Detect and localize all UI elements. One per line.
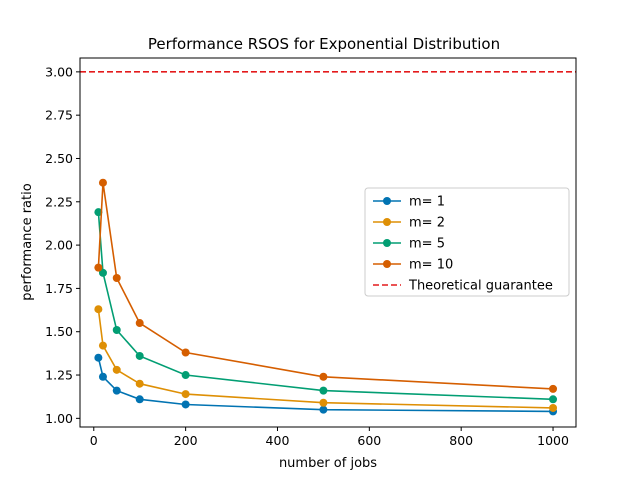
y-tick-label: 2.25 [45, 194, 73, 209]
legend-entry-label: m= 1 [409, 195, 445, 210]
y-tick-label: 3.00 [45, 64, 73, 79]
legend-marker [383, 197, 391, 205]
data-point [98, 341, 107, 350]
legend-entry-label: m= 10 [409, 258, 453, 273]
data-point [549, 384, 558, 393]
data-point [181, 390, 190, 399]
data-point [94, 305, 103, 314]
data-point [112, 325, 121, 334]
legend-marker [383, 239, 391, 247]
x-tick-label: 600 [357, 433, 381, 448]
legend-entry-label: Theoretical guarantee [408, 279, 553, 294]
data-point [319, 386, 328, 395]
data-point [98, 372, 107, 381]
data-point [112, 365, 121, 374]
data-point [319, 398, 328, 407]
data-point [181, 400, 190, 409]
chart-title: Performance RSOS for Exponential Distrib… [148, 35, 500, 53]
y-tick-label: 2.00 [45, 238, 73, 253]
data-point [135, 351, 144, 360]
plot-frame [79, 57, 577, 428]
x-tick-label: 400 [266, 433, 290, 448]
plot-area [79, 57, 577, 428]
data-point [112, 386, 121, 395]
legend-marker [383, 260, 391, 268]
data-point [319, 372, 328, 381]
data-point [112, 274, 121, 283]
data-point [135, 395, 144, 404]
legend-marker [383, 218, 391, 226]
data-point [94, 208, 103, 217]
data-point [319, 405, 328, 414]
x-tick-label: 0 [90, 433, 98, 448]
y-axis: 1.00 1.25 1.50 1.75 2.00 2.25 2.50 2.75 3.00 [45, 64, 80, 426]
x-axis: 0 200 400 600 800 1000 [90, 427, 569, 448]
data-point [549, 395, 558, 404]
data-point [98, 268, 107, 277]
y-tick-label: 1.00 [45, 411, 73, 426]
y-tick-label: 1.25 [45, 368, 73, 383]
data-point [98, 178, 107, 187]
legend-entry-label: m= 2 [409, 216, 445, 231]
x-tick-label: 1000 [537, 433, 569, 448]
data-point [94, 263, 103, 272]
x-tick-label: 800 [449, 433, 473, 448]
y-tick-label: 2.75 [45, 108, 73, 123]
data-point [135, 379, 144, 388]
legend-box [364, 187, 570, 297]
legend: m= 1 m= 2 m= 5 m= 10 Theoretical guarantee [364, 187, 570, 297]
y-tick-label: 2.50 [45, 151, 73, 166]
data-point [549, 403, 558, 412]
x-axis-label: number of jobs [279, 456, 377, 471]
y-axis-label: performance ratio [20, 183, 35, 300]
x-tick-label: 200 [174, 433, 198, 448]
data-point [94, 353, 103, 362]
y-tick-label: 1.75 [45, 281, 73, 296]
legend-entry-label: m= 5 [409, 237, 445, 252]
data-point [181, 371, 190, 380]
data-point [135, 319, 144, 328]
y-tick-label: 1.50 [45, 324, 73, 339]
data-point [181, 348, 190, 357]
